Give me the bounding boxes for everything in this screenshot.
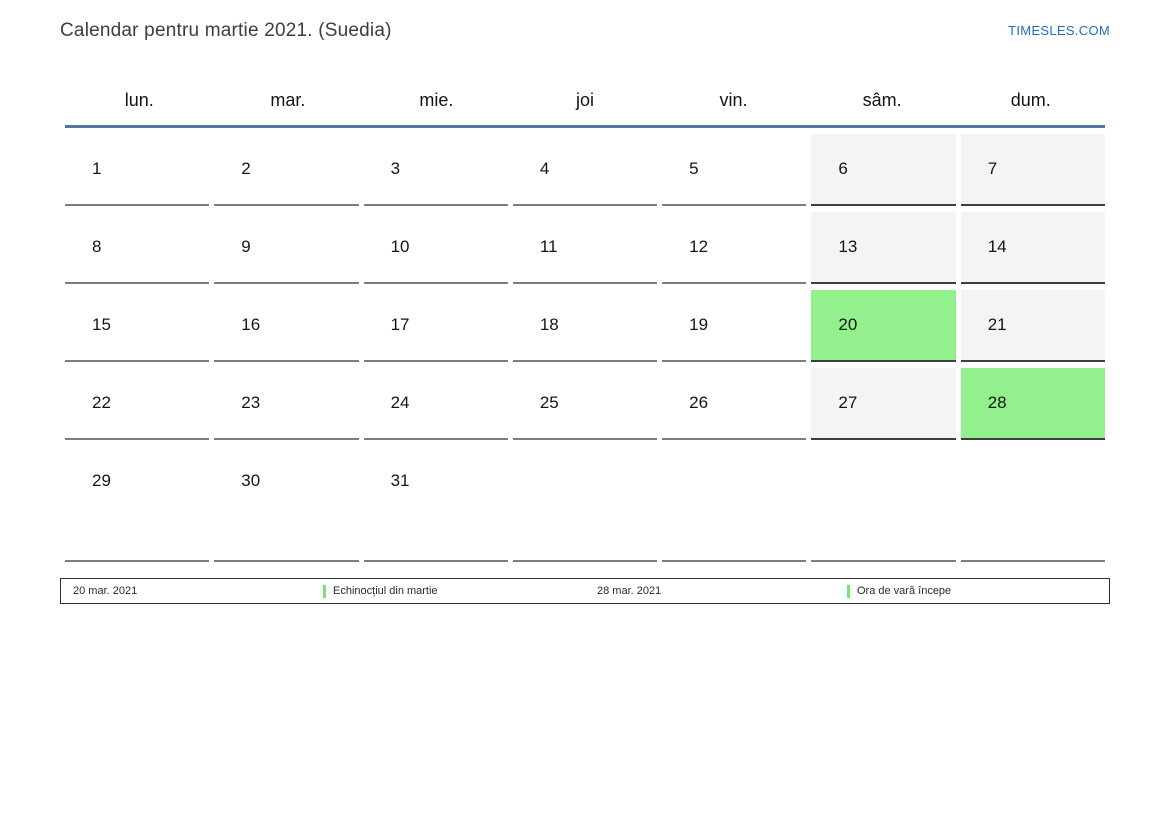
legend-date: 20 mar. 2021 (73, 585, 138, 597)
calendar-grid: 1 2 3 4 5 6 7 8 9 10 11 12 13 14 15 16 1… (65, 128, 1105, 562)
weekday-header-wed: mie. (419, 90, 454, 110)
legend-event: Echinocțiul din martie (323, 584, 585, 598)
day-cell: 16 (214, 290, 359, 362)
day-cell-highlighted: 20 (811, 290, 956, 362)
day-cell: 12 (662, 212, 807, 284)
day-cell: 3 (363, 134, 508, 206)
site-link[interactable]: TIMESLES.COM (1008, 23, 1110, 38)
day-cell: 31 (363, 446, 508, 562)
day-cell-empty (512, 446, 658, 562)
day-cell: 11 (512, 212, 658, 284)
page-title: Calendar pentru martie 2021. (Suedia) (60, 20, 392, 41)
day-cell-empty (662, 446, 807, 562)
weekday-header-row: lun. mar. mie. joi vin. sâm. dum. (65, 90, 1105, 128)
day-cell: 30 (214, 446, 359, 562)
weekday-header-fri: vin. (719, 90, 748, 110)
legend-date: 28 mar. 2021 (597, 585, 662, 597)
event-tick-icon (323, 584, 326, 598)
day-cell: 2 (214, 134, 359, 206)
day-cell-weekend: 6 (811, 134, 956, 206)
weekday-header-tue: mar. (270, 90, 306, 110)
legend-event-label: Echinocțiul din martie (333, 585, 438, 597)
event-legend: 20 mar. 2021 Echinocțiul din martie 28 m… (60, 578, 1110, 604)
day-cell: 29 (65, 446, 210, 562)
day-cell: 9 (214, 212, 359, 284)
day-cell-highlighted: 28 (960, 368, 1105, 440)
day-cell: 17 (363, 290, 508, 362)
day-cell-weekend: 21 (960, 290, 1105, 362)
day-cell: 1 (65, 134, 210, 206)
weekday-header-sun: dum. (1010, 90, 1051, 110)
day-cell-weekend: 27 (811, 368, 956, 440)
day-cell: 24 (363, 368, 508, 440)
day-cell: 15 (65, 290, 210, 362)
topbar: Calendar pentru martie 2021. (Suedia) TI… (0, 0, 1169, 46)
day-cell: 22 (65, 368, 210, 440)
day-cell: 4 (512, 134, 658, 206)
calendar: lun. mar. mie. joi vin. sâm. dum. 1 2 3 … (65, 90, 1105, 562)
day-cell: 5 (662, 134, 807, 206)
day-cell: 26 (662, 368, 807, 440)
legend-event: Ora de vară începe (847, 584, 1109, 598)
day-cell-weekend: 13 (811, 212, 956, 284)
weekday-header-thu: joi (575, 90, 594, 110)
weekday-header-mon: lun. (124, 90, 154, 110)
day-cell-empty (811, 446, 956, 562)
day-cell: 23 (214, 368, 359, 440)
day-cell-weekend: 7 (960, 134, 1105, 206)
day-cell: 8 (65, 212, 210, 284)
day-cell: 25 (512, 368, 658, 440)
day-cell-weekend: 14 (960, 212, 1105, 284)
weekday-header-sat: sâm. (862, 90, 902, 110)
event-tick-icon (847, 584, 850, 598)
day-cell: 10 (363, 212, 508, 284)
day-cell: 19 (662, 290, 807, 362)
day-cell-empty (960, 446, 1105, 562)
day-cell: 18 (512, 290, 658, 362)
legend-event-label: Ora de vară începe (857, 585, 952, 597)
